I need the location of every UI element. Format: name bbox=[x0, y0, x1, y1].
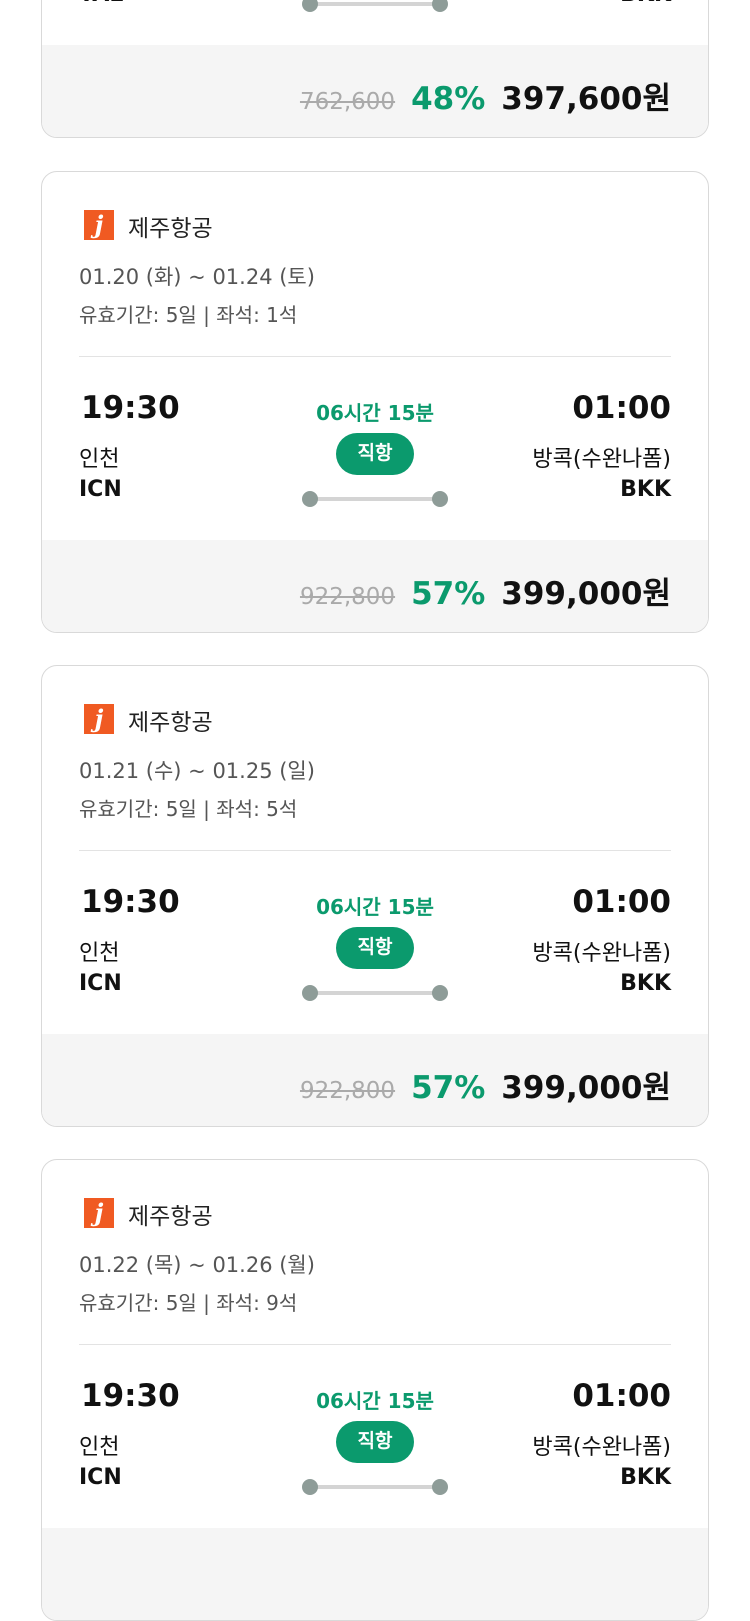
origin-dot-icon bbox=[302, 0, 318, 12]
arrival-code: BKK bbox=[620, 0, 671, 7]
final-price: 397,600원 bbox=[501, 81, 671, 117]
original-price: 762,600 bbox=[299, 89, 396, 115]
travel-dates: 01.20 (화) ~ 01.24 (토) bbox=[79, 265, 315, 289]
departure-time: 19:30 bbox=[81, 1378, 180, 1414]
final-price: 399,000원 bbox=[501, 1070, 671, 1106]
origin-dot-icon bbox=[302, 985, 318, 1001]
discount-rate: 57% bbox=[411, 576, 486, 612]
divider bbox=[79, 356, 671, 357]
discount-rate: 57% bbox=[411, 1070, 486, 1106]
departure-code: ICN bbox=[79, 1465, 122, 1490]
departure-city: 인천 bbox=[79, 941, 120, 966]
divider bbox=[79, 1344, 671, 1345]
jeju-air-logo: j bbox=[84, 704, 114, 734]
airline-name: 제주항공 bbox=[128, 710, 213, 736]
discount-rate: 48% bbox=[411, 81, 486, 117]
travel-dates: 01.21 (수) ~ 01.25 (일) bbox=[79, 759, 315, 783]
validity-seats: 유효기간: 5일 | 좌석: 5석 bbox=[79, 797, 298, 821]
origin-dot-icon bbox=[302, 1479, 318, 1495]
jeju-air-logo: j bbox=[84, 210, 114, 240]
arrival-code: BKK bbox=[620, 477, 671, 502]
flight-duration: 06시간 15분 bbox=[316, 401, 434, 425]
origin-dot-icon bbox=[302, 491, 318, 507]
departure-code: TAE bbox=[79, 0, 124, 7]
original-price: 922,800 bbox=[299, 1078, 396, 1104]
arrival-time: 01:00 bbox=[572, 390, 671, 426]
arrival-city: 방콕(수완나폼) bbox=[532, 941, 671, 966]
arrival-city: 방콕(수완나폼) bbox=[532, 447, 671, 472]
price-footer: 922,800 57% 399,000원 bbox=[42, 1034, 708, 1126]
departure-city: 인천 bbox=[79, 447, 120, 472]
route-line bbox=[310, 1485, 440, 1489]
original-price: 922,800 bbox=[299, 584, 396, 610]
route-line bbox=[310, 991, 440, 995]
travel-dates: 01.22 (목) ~ 01.26 (월) bbox=[79, 1253, 315, 1277]
arrival-city: 방콕(수완나폼) bbox=[532, 1435, 671, 1460]
arrival-code: BKK bbox=[620, 1465, 671, 1490]
divider bbox=[79, 850, 671, 851]
jeju-air-logo: j bbox=[84, 1198, 114, 1228]
departure-city: 인천 bbox=[79, 1435, 120, 1460]
destination-dot-icon bbox=[432, 1479, 448, 1495]
flight-card[interactable]: j 제주항공 01.20 (화) ~ 01.24 (토) 유효기간: 5일 | … bbox=[41, 171, 709, 633]
price-footer bbox=[42, 1528, 708, 1620]
price-footer: 922,800 57% 399,000원 bbox=[42, 540, 708, 632]
flight-card[interactable]: TAE BKK 762,600 48% 397,600원 bbox=[41, 0, 709, 138]
direct-badge: 직항 bbox=[336, 433, 414, 475]
destination-dot-icon bbox=[432, 491, 448, 507]
departure-time: 19:30 bbox=[81, 390, 180, 426]
departure-time: 19:30 bbox=[81, 884, 180, 920]
flight-duration: 06시간 15분 bbox=[316, 895, 434, 919]
direct-badge: 직항 bbox=[336, 927, 414, 969]
airline-name: 제주항공 bbox=[128, 1204, 213, 1230]
route-line bbox=[310, 2, 440, 6]
flight-duration: 06시간 15분 bbox=[316, 1389, 434, 1413]
price-footer: 762,600 48% 397,600원 bbox=[42, 45, 708, 137]
destination-dot-icon bbox=[432, 985, 448, 1001]
final-price: 399,000원 bbox=[501, 576, 671, 612]
route-line bbox=[310, 497, 440, 501]
flight-card[interactable]: j 제주항공 01.21 (수) ~ 01.25 (일) 유효기간: 5일 | … bbox=[41, 665, 709, 1127]
flight-card[interactable]: j 제주항공 01.22 (목) ~ 01.26 (월) 유효기간: 5일 | … bbox=[41, 1159, 709, 1621]
direct-badge: 직항 bbox=[336, 1421, 414, 1463]
arrival-code: BKK bbox=[620, 971, 671, 996]
departure-code: ICN bbox=[79, 971, 122, 996]
departure-code: ICN bbox=[79, 477, 122, 502]
arrival-time: 01:00 bbox=[572, 1378, 671, 1414]
validity-seats: 유효기간: 5일 | 좌석: 9석 bbox=[79, 1291, 298, 1315]
arrival-time: 01:00 bbox=[572, 884, 671, 920]
destination-dot-icon bbox=[432, 0, 448, 12]
validity-seats: 유효기간: 5일 | 좌석: 1석 bbox=[79, 303, 298, 327]
airline-name: 제주항공 bbox=[128, 216, 213, 242]
